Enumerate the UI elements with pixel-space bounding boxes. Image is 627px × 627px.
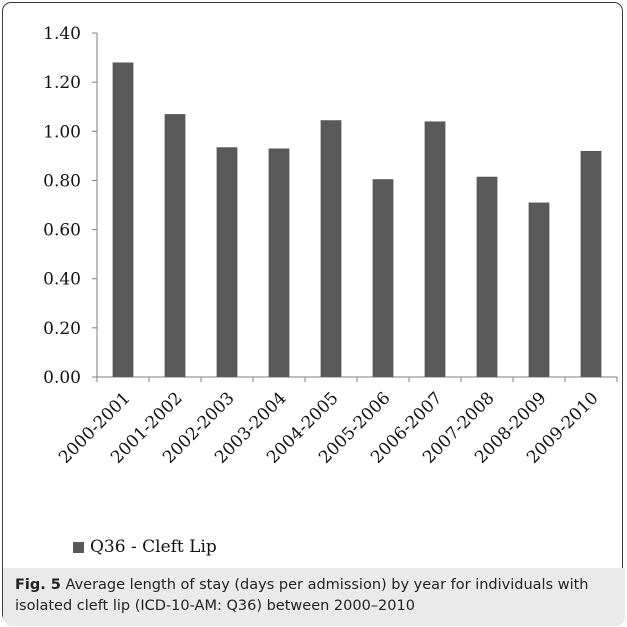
y-tick-label: 0.40: [43, 270, 81, 290]
bar: [528, 202, 550, 377]
legend-label: Q36 - Cleft Lip: [90, 537, 217, 557]
bar-chart: 0.00 0.20 0.40 0.60 0.80 1.00 1.20 1.40 2000-20…: [43, 24, 618, 468]
y-tick-label: 1.20: [43, 73, 81, 93]
y-axis: 0.00 0.20 0.40 0.60 0.80 1.00 1.20 1.40: [43, 24, 98, 388]
x-tick-labels: 2000-20012001-20022002-20032003-20042004…: [55, 388, 602, 467]
y-tick-label: 1.00: [43, 122, 81, 142]
legend: Q36 - Cleft Lip: [73, 537, 217, 557]
y-tick-label: 0.60: [43, 221, 81, 241]
figure-caption: Fig. 5 Average length of stay (days per …: [15, 575, 617, 617]
bar: [216, 147, 238, 377]
bar: [372, 179, 394, 377]
bar: [164, 114, 186, 377]
y-tick-label: 0.20: [43, 319, 81, 339]
bar: [320, 120, 342, 377]
bar: [112, 62, 134, 377]
y-tick-label: 0.80: [43, 171, 81, 191]
bar-series: [112, 62, 602, 377]
caption-box: Fig. 5 Average length of stay (days per …: [3, 568, 625, 626]
legend-swatch: [73, 541, 84, 553]
bar: [476, 176, 498, 377]
caption-text: Average length of stay (days per admissi…: [15, 577, 589, 614]
figure-label: Fig. 5: [15, 577, 61, 593]
bar: [268, 148, 290, 377]
bar: [424, 121, 446, 377]
y-tick-label: 1.40: [43, 24, 81, 44]
bar: [580, 150, 602, 377]
y-tick-label: 0.00: [43, 368, 81, 388]
x-axis: [96, 376, 618, 382]
